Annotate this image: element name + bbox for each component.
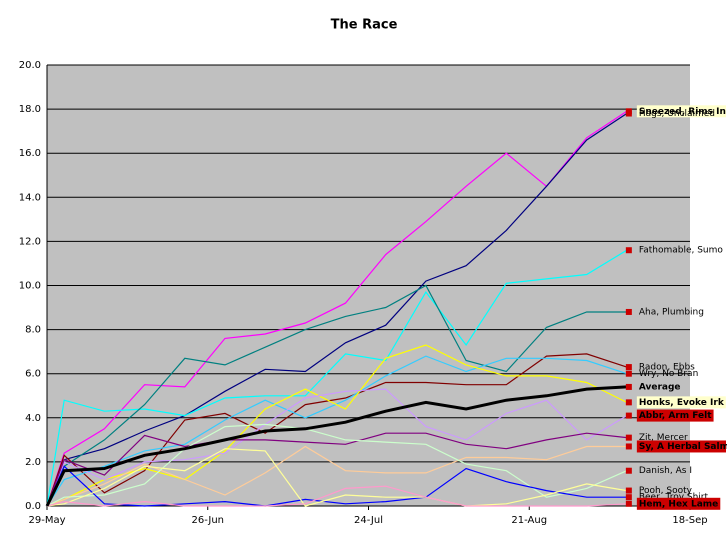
end-marker	[625, 443, 632, 450]
end-marker	[625, 494, 632, 501]
series-line	[46, 353, 627, 507]
y-tick-label: 4.0	[25, 413, 41, 424]
series-line	[45, 385, 627, 507]
end-label-bg	[636, 409, 714, 422]
end-label-group: Hem, Hex Lame	[636, 497, 721, 510]
end-label: Aha, Plumbing	[639, 307, 704, 317]
end-label-group: Abbr, Arm Felt	[636, 409, 714, 422]
y-tick-label: 2.0	[25, 457, 41, 468]
end-label: Danish, As I	[639, 466, 692, 476]
series-line	[46, 284, 627, 507]
series-line	[46, 112, 628, 507]
end-label-bg	[636, 497, 721, 510]
series-line	[46, 355, 627, 507]
end-label: Average	[639, 382, 681, 392]
end-marker	[625, 467, 632, 474]
end-marker	[625, 399, 632, 406]
end-label-group: Wry, No Bran	[639, 369, 698, 379]
x-tick-label: 18-Sep	[672, 515, 707, 526]
end-label-group: Beer, Troy Shirt	[639, 493, 709, 503]
end-marker	[625, 434, 632, 441]
end-label-group: Fathomable, Sumo	[639, 246, 724, 256]
end-label-group: Average	[639, 382, 681, 392]
x-tick-label: 29-May	[28, 515, 65, 526]
x-tick-label: 21-Aug	[511, 515, 547, 526]
end-label: Hags, Unclaimed	[639, 109, 715, 119]
series-line	[46, 465, 627, 507]
series-line	[46, 249, 628, 507]
end-label: Radon, Ebbs	[639, 363, 695, 373]
end-label-group: Sneezed, Rims In	[636, 105, 726, 118]
y-tick-label: 0.0	[25, 501, 41, 512]
series-line	[46, 388, 628, 507]
end-label: Sneezed, Rims In	[639, 107, 726, 117]
y-tick-label: 20.0	[19, 60, 41, 71]
series-line	[46, 432, 627, 507]
end-label-bg	[636, 440, 726, 453]
series-line	[46, 423, 628, 507]
end-label-group: Sy, A Herbal Salmon	[636, 440, 727, 453]
end-label: Fathomable, Sumo	[639, 246, 724, 256]
end-label: Zit, Mercer	[639, 433, 688, 443]
end-label: Sy, A Herbal Salmon	[639, 442, 727, 452]
end-marker	[625, 247, 632, 254]
end-label: Wry, No Bran	[639, 369, 698, 379]
end-label-group: Zit, Mercer	[639, 433, 688, 443]
end-label: Beer, Troy Shirt	[639, 493, 709, 503]
end-label: Abbr, Arm Felt	[639, 411, 712, 421]
end-label: Honks, Evoke Irk	[639, 398, 725, 408]
end-label-group: Aha, Plumbing	[639, 307, 704, 317]
series-line	[46, 485, 627, 507]
chart-title: The Race	[331, 18, 398, 33]
x-tick-label: 24-Jul	[354, 515, 383, 526]
y-tick-label: 8.0	[25, 325, 41, 336]
series-line	[46, 110, 628, 507]
end-marker	[625, 383, 632, 390]
x-tick-label: 26-Jun	[191, 515, 224, 526]
end-marker	[625, 487, 632, 494]
end-marker	[625, 110, 632, 117]
y-tick-label: 12.0	[19, 236, 41, 247]
y-tick-label: 14.0	[19, 192, 41, 203]
y-tick-label: 18.0	[19, 104, 41, 115]
y-tick-label: 10.0	[19, 281, 41, 292]
end-marker	[625, 308, 632, 315]
end-label-group: Radon, Ebbs	[639, 363, 695, 373]
end-label-group: Honks, Evoke Irk	[636, 396, 726, 409]
end-label-bg	[636, 105, 726, 118]
series-line	[46, 448, 627, 507]
end-marker	[625, 500, 632, 507]
end-marker	[625, 412, 632, 419]
y-tick-label: 16.0	[19, 148, 41, 159]
end-label-bg	[636, 396, 726, 409]
y-tick-label: 6.0	[25, 369, 41, 380]
end-label-group: Hags, Unclaimed	[639, 109, 715, 119]
end-label-group: Pooh, Sooty	[639, 486, 693, 496]
end-label: Pooh, Sooty	[639, 486, 693, 496]
end-marker	[625, 370, 632, 377]
end-label-group: Danish, As I	[639, 466, 692, 476]
series-line	[46, 445, 627, 507]
end-marker	[625, 364, 632, 371]
end-label: Hem, Hex Lame	[639, 499, 718, 509]
